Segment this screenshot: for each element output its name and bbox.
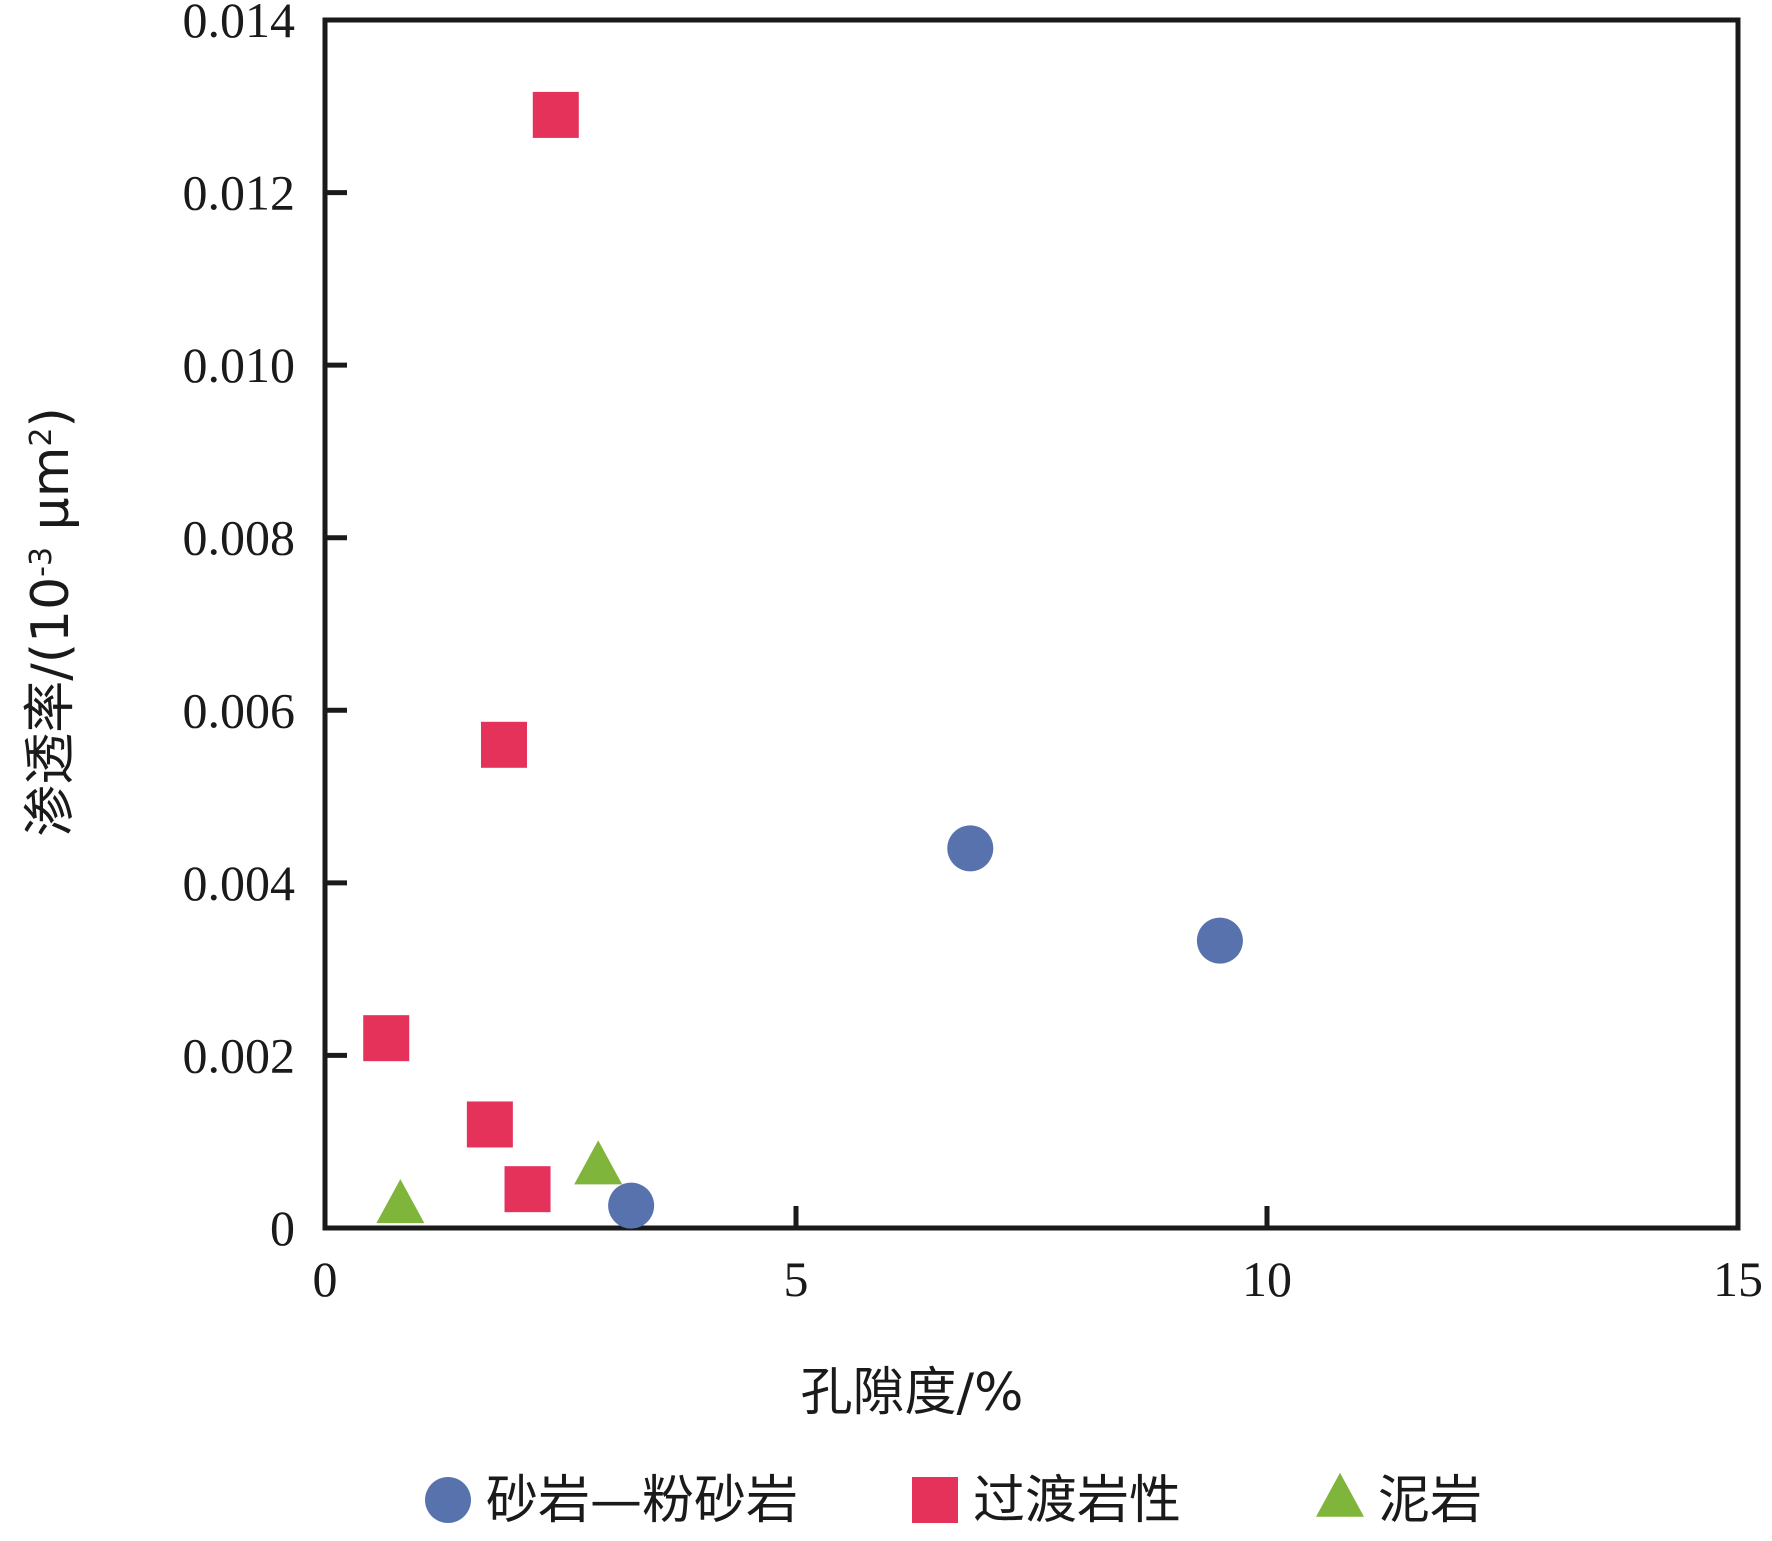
legend-label: 砂岩—粉砂岩: [486, 1471, 798, 1531]
legend: 砂岩—粉砂岩 过渡岩性 泥岩: [425, 1471, 1482, 1531]
data-point-triangle: [376, 1179, 425, 1224]
axes: 0 5 10 15 0 0.002 0.004 0.006 0.008 0.010 0.012 0.0…: [183, 0, 1764, 1307]
data-point-square: [466, 1101, 513, 1148]
y-tick-label: 0.010: [183, 337, 296, 393]
y-tick-label: 0: [270, 1200, 295, 1256]
legend-item: 泥岩: [1316, 1471, 1482, 1531]
data-point-circle: [608, 1182, 655, 1229]
data-point-square: [480, 721, 527, 768]
x-tick-label: 15: [1713, 1251, 1763, 1307]
y-tick-label: 0.014: [183, 0, 296, 48]
data-point-square: [532, 91, 579, 138]
y-axis-label-prefix: 渗透率/(10: [21, 577, 81, 837]
data-point-circle: [947, 825, 994, 872]
data-point-triangle: [574, 1140, 623, 1185]
plot-frame: [322, 17, 1741, 1231]
legend-marker-circle: [425, 1477, 471, 1523]
x-tick-label: 0: [313, 1251, 338, 1307]
y-axis-label-mid: μm: [21, 447, 81, 547]
data-point-circle: [1196, 917, 1243, 964]
x-tick-label: 10: [1242, 1251, 1292, 1307]
x-tick-label: 5: [784, 1251, 809, 1307]
legend-marker-square: [912, 1477, 958, 1523]
y-axis-label-exp2: 2: [24, 428, 59, 447]
legend-label: 泥岩: [1378, 1471, 1482, 1531]
y-axis-label-exp1: -3: [24, 547, 59, 577]
y-tick-label: 0.006: [183, 682, 296, 738]
legend-item: 过渡岩性: [912, 1471, 1181, 1531]
data-points: [363, 91, 1243, 1229]
y-axis-label: 渗透率/(10-3 μm2): [21, 407, 81, 837]
legend-label: 过渡岩性: [973, 1471, 1181, 1531]
y-tick-label: 0.004: [183, 855, 296, 911]
y-tick-label: 0.008: [183, 510, 296, 566]
y-tick-label: 0.002: [183, 1027, 296, 1083]
legend-marker-triangle: [1316, 1472, 1364, 1517]
y-axis-label-suffix: ): [21, 407, 81, 427]
data-point-square: [504, 1166, 551, 1213]
data-point-square: [363, 1015, 410, 1062]
x-axis-label: 孔隙度/%: [801, 1363, 1024, 1423]
y-tick-label: 0.012: [183, 165, 296, 221]
legend-item: 砂岩—粉砂岩: [425, 1471, 798, 1531]
